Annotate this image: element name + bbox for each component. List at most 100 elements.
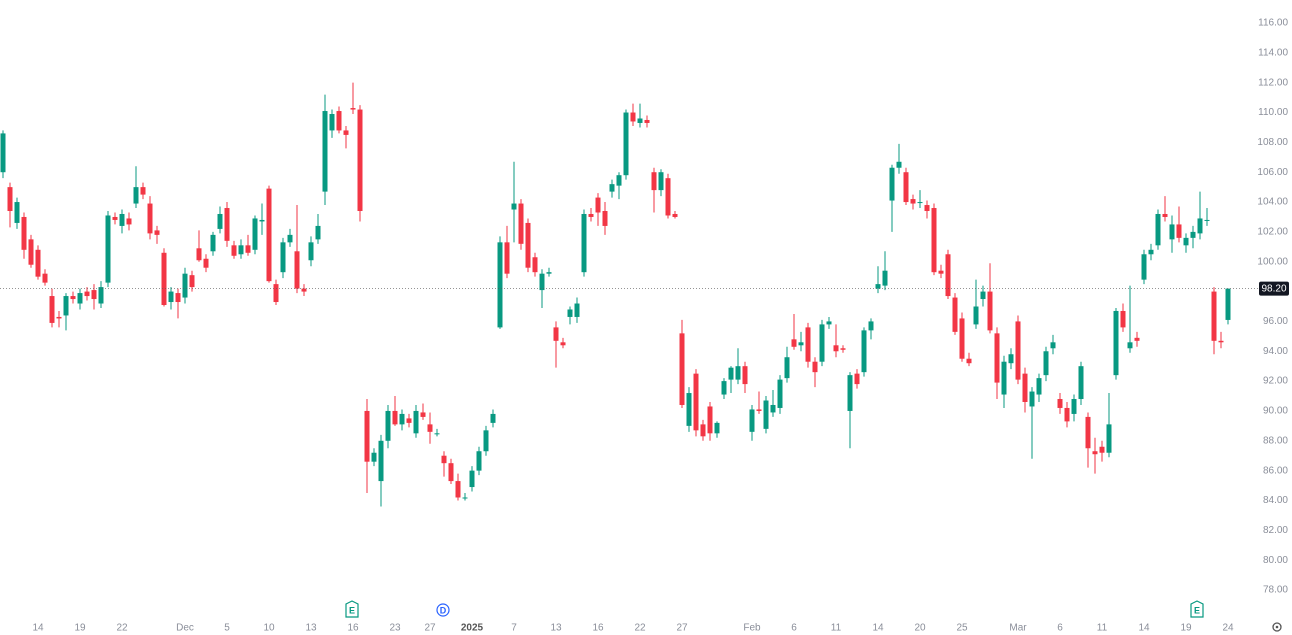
candle	[1071, 394, 1077, 422]
candle-body	[280, 242, 286, 273]
candle-body	[371, 452, 377, 462]
candle-body	[889, 167, 895, 201]
candle	[875, 266, 881, 294]
candle	[203, 254, 209, 273]
candle	[630, 103, 636, 126]
candle-body	[1120, 310, 1126, 328]
candle-body	[959, 318, 965, 359]
candle-body	[224, 208, 230, 241]
candle	[938, 264, 944, 279]
event-badge[interactable]	[436, 603, 450, 617]
candle-body	[1204, 219, 1210, 221]
candle	[105, 211, 111, 288]
candle	[511, 161, 517, 243]
candle	[756, 391, 762, 414]
candle-body	[511, 203, 517, 210]
candle	[252, 215, 258, 255]
candle	[791, 313, 797, 350]
candle-body	[189, 275, 195, 288]
candle	[329, 109, 335, 138]
candle-body	[532, 257, 538, 273]
event-label[interactable]: E	[349, 605, 355, 615]
x-tick-label: 25	[956, 623, 968, 634]
y-tick-label: 80.00	[1263, 555, 1288, 566]
candle-body	[259, 219, 265, 222]
candle	[217, 206, 223, 234]
candle	[448, 458, 454, 485]
event-badge[interactable]	[345, 600, 359, 618]
candle	[973, 279, 979, 329]
candle	[637, 103, 643, 128]
y-tick-label: 106.00	[1257, 167, 1288, 178]
candle	[119, 209, 125, 234]
x-tick-label: Feb	[743, 623, 761, 634]
event-label[interactable]: E	[1194, 605, 1200, 615]
event-badge[interactable]	[1190, 600, 1204, 618]
candle-body	[525, 222, 531, 268]
settings-ring[interactable]	[1272, 622, 1282, 632]
candle-body	[266, 188, 272, 282]
candle	[889, 164, 895, 232]
candle	[371, 448, 377, 467]
candle	[1169, 215, 1175, 253]
candle-body	[777, 379, 783, 408]
event-marker[interactable]: E	[345, 600, 359, 618]
candle-body	[385, 410, 391, 441]
candle	[854, 369, 860, 389]
y-tick-label: 92.00	[1263, 376, 1288, 387]
candle	[819, 319, 825, 367]
candle	[777, 375, 783, 414]
candle	[1022, 367, 1028, 413]
candle	[1225, 288, 1231, 325]
candle-body	[217, 213, 223, 229]
candle	[1134, 331, 1140, 347]
candle-body	[35, 249, 41, 277]
candle	[308, 236, 314, 267]
candle-body	[693, 373, 699, 431]
candle	[518, 199, 524, 250]
candle	[721, 378, 727, 400]
event-marker[interactable]: E	[1190, 600, 1204, 618]
candle-body	[14, 202, 20, 223]
candle	[455, 473, 461, 501]
candle-body	[1071, 399, 1077, 414]
candle	[154, 225, 160, 244]
candle	[420, 403, 426, 420]
x-tick-label: 20	[914, 623, 926, 634]
y-tick-label: 78.00	[1263, 585, 1288, 596]
y-tick-label: 94.00	[1263, 346, 1288, 357]
candle	[469, 466, 475, 492]
candle-body	[567, 309, 573, 317]
candle-body	[588, 213, 594, 217]
candle	[98, 281, 104, 308]
candle	[441, 451, 447, 477]
candle-body	[644, 119, 650, 123]
event-label[interactable]: D	[440, 605, 447, 615]
event-marker[interactable]: D	[436, 603, 450, 617]
candle-body	[1015, 321, 1021, 380]
candle-body	[735, 366, 741, 380]
candle	[707, 401, 713, 441]
candle-body	[168, 291, 174, 303]
y-tick-label: 82.00	[1263, 525, 1288, 536]
candle	[315, 213, 321, 244]
candle	[917, 190, 923, 209]
candle-body	[952, 297, 958, 332]
settings-dot[interactable]	[1275, 625, 1279, 629]
candle-body	[742, 366, 748, 385]
candle-body	[1092, 451, 1098, 455]
candle	[1106, 393, 1112, 458]
candle	[644, 115, 650, 128]
candle	[238, 239, 244, 259]
x-tick-label: 16	[347, 623, 359, 634]
candle-body	[1064, 407, 1070, 422]
x-tick-label: 2025	[461, 623, 484, 634]
settings-icon[interactable]	[1272, 622, 1282, 632]
candle-body	[70, 296, 76, 300]
candle	[49, 288, 55, 328]
candle-body	[245, 245, 251, 253]
y-tick-label: 88.00	[1263, 435, 1288, 446]
candle-body	[882, 270, 888, 286]
last-price-label: 98.20	[1261, 284, 1286, 295]
candle	[1127, 285, 1133, 353]
